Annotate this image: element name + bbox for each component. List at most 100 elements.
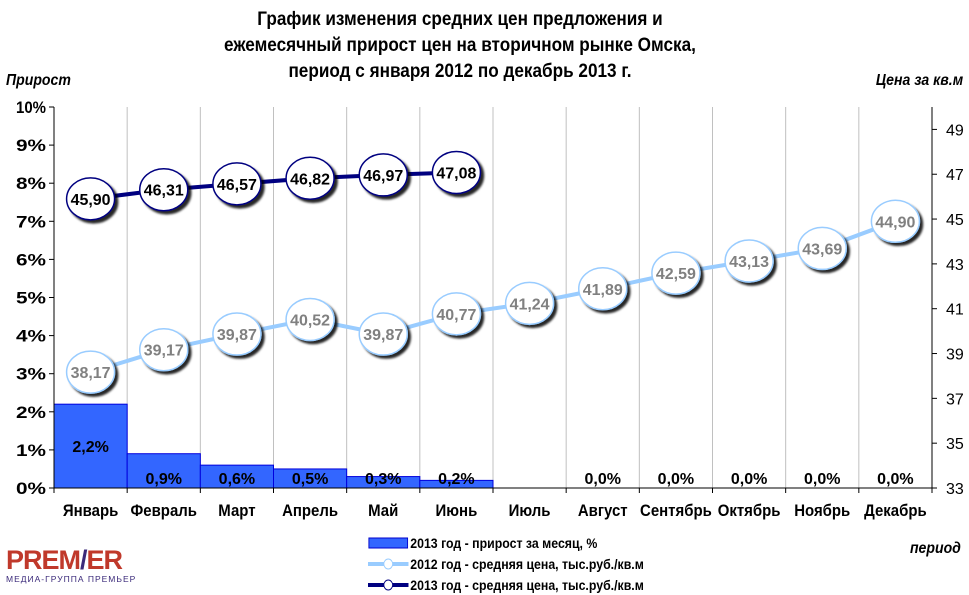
legend-line-swatch (368, 558, 409, 569)
data-point-marker (578, 267, 628, 311)
y-tick-label-left: 6% (16, 250, 46, 269)
legend-label: 2013 год - средняя цена, тыс.руб./кв.м (410, 576, 644, 593)
data-point-marker (65, 177, 116, 221)
bar-data-label: 0,9% (146, 471, 182, 488)
line-data-label: 42,59 (656, 266, 696, 283)
legend-item: 2013 год - прирост за месяц, % (368, 532, 644, 553)
data-point-marker (724, 239, 774, 283)
data-point-marker (65, 350, 116, 394)
y-tick-label-left: 4% (16, 327, 46, 346)
line-data-label: 46,31 (144, 183, 184, 200)
y-tick-label-right: 45 (946, 212, 964, 229)
legend-line-swatch (368, 579, 409, 590)
data-point-marker (212, 312, 262, 356)
data-point-marker (651, 251, 701, 295)
line-data-label: 41,89 (583, 282, 623, 299)
line-data-label: 38,17 (71, 365, 111, 382)
line-data-label: 43,69 (802, 241, 842, 258)
x-tick-label: Ноябрь (794, 502, 850, 520)
data-point-marker (358, 153, 408, 197)
legend: 2013 год - прирост за месяц, % 2012 год … (368, 532, 681, 595)
legend-item: 2013 год - средняя цена, тыс.руб./кв.м (368, 574, 644, 595)
x-tick-label: Август (578, 502, 628, 520)
chart-title: График изменения средних цен предложения… (143, 6, 777, 84)
y-tick-label-left: 8% (16, 174, 46, 193)
premier-logo: PREM/ER МЕДИА-ГРУППА ПРЕМЬЕР (6, 545, 137, 584)
y-axis-left-label: Прирост (6, 72, 71, 89)
line-data-label: 46,57 (217, 177, 257, 194)
data-point-marker (797, 226, 847, 271)
x-tick-label: Сентябрь (640, 502, 712, 520)
legend-item: 2012 год - средняя цена, тыс.руб./кв.м (368, 553, 644, 574)
legend-bar-swatch (368, 537, 409, 548)
y-tick-label-left: 10% (16, 98, 46, 117)
bar-data-label: 0,2% (438, 471, 474, 488)
bar-data-label: 0,0% (877, 471, 913, 488)
data-point-marker (212, 162, 262, 206)
line-data-label: 45,90 (71, 192, 111, 209)
y-tick-label-right: 33 (946, 481, 964, 498)
x-tick-label: Июнь (436, 502, 478, 520)
data-point-marker (358, 312, 408, 356)
y-tick-label-right: 47 (946, 167, 964, 184)
line-data-label: 40,52 (290, 312, 330, 329)
y-axis-right-label: Цена за кв.м (875, 72, 963, 89)
x-tick-label: Октябрь (718, 502, 781, 520)
y-tick-label-right: 41 (946, 302, 964, 319)
bar-data-label: 0,0% (804, 471, 840, 488)
line-data-label: 44,90 (875, 214, 915, 231)
data-point-marker (285, 297, 335, 342)
y-tick-label-left: 2% (16, 403, 46, 422)
legend-label: 2012 год - средняя цена, тыс.руб./кв.м (410, 555, 644, 572)
bar-data-label: 0,3% (365, 471, 401, 488)
legend-label: 2013 год - прирост за месяц, % (410, 534, 598, 551)
title-line: период с января 2012 по декабрь 2013 г. (288, 60, 632, 82)
y-tick-label-right: 43 (946, 257, 964, 274)
bar-data-label: 0,0% (585, 471, 621, 488)
x-axis-label: период (910, 540, 961, 557)
y-tick-label-left: 3% (16, 365, 46, 384)
line-data-label: 43,13 (729, 254, 769, 271)
y-tick-label-right: 37 (946, 391, 964, 408)
data-point-marker (139, 327, 189, 372)
y-tick-label-left: 0% (16, 479, 46, 498)
line-data-label: 39,87 (363, 327, 403, 344)
bar-data-label: 0,0% (731, 471, 767, 488)
bar (53, 403, 128, 489)
title-line: ежемесячный прирост цен на вторичном рын… (224, 34, 696, 56)
bar-data-label: 2,2% (72, 439, 108, 456)
y-tick-label-right: 35 (946, 436, 964, 453)
data-point-marker (139, 167, 189, 212)
x-tick-label: Декабрь (864, 502, 927, 520)
y-tick-label-left: 1% (16, 441, 46, 460)
data-point-marker (285, 156, 335, 201)
line-data-label: 46,97 (363, 168, 403, 185)
bar-data-label: 0,0% (658, 471, 694, 488)
x-tick-label: Апрель (282, 502, 338, 520)
line-data-label: 47,08 (436, 165, 476, 182)
y-tick-label-left: 9% (16, 136, 46, 155)
logo-subtitle: МЕДИА-ГРУППА ПРЕМЬЕР (6, 574, 137, 584)
title-line: График изменения средних цен предложения… (257, 8, 663, 30)
bar-data-label: 0,6% (219, 471, 255, 488)
x-tick-label: Май (368, 502, 398, 520)
line-data-label: 39,17 (144, 343, 184, 360)
line-data-label: 40,77 (436, 307, 476, 324)
data-point-marker (431, 150, 482, 195)
line-data-label: 46,82 (290, 171, 330, 188)
data-point-marker (431, 292, 482, 336)
bar-data-label: 0,5% (292, 471, 328, 488)
y-tick-label-right: 39 (946, 347, 964, 364)
x-tick-label: Июль (509, 502, 551, 520)
line-data-label: 41,24 (510, 296, 550, 313)
y-tick-label-left: 5% (16, 289, 46, 308)
line-data-label: 39,87 (217, 327, 257, 344)
data-point-marker (870, 199, 921, 244)
data-point-marker (504, 281, 555, 326)
y-tick-label-right: 49 (946, 122, 964, 139)
x-tick-label: Январь (63, 502, 119, 520)
x-tick-label: Март (218, 502, 255, 520)
x-tick-label: Февраль (131, 502, 198, 520)
y-tick-label-left: 7% (16, 212, 46, 231)
